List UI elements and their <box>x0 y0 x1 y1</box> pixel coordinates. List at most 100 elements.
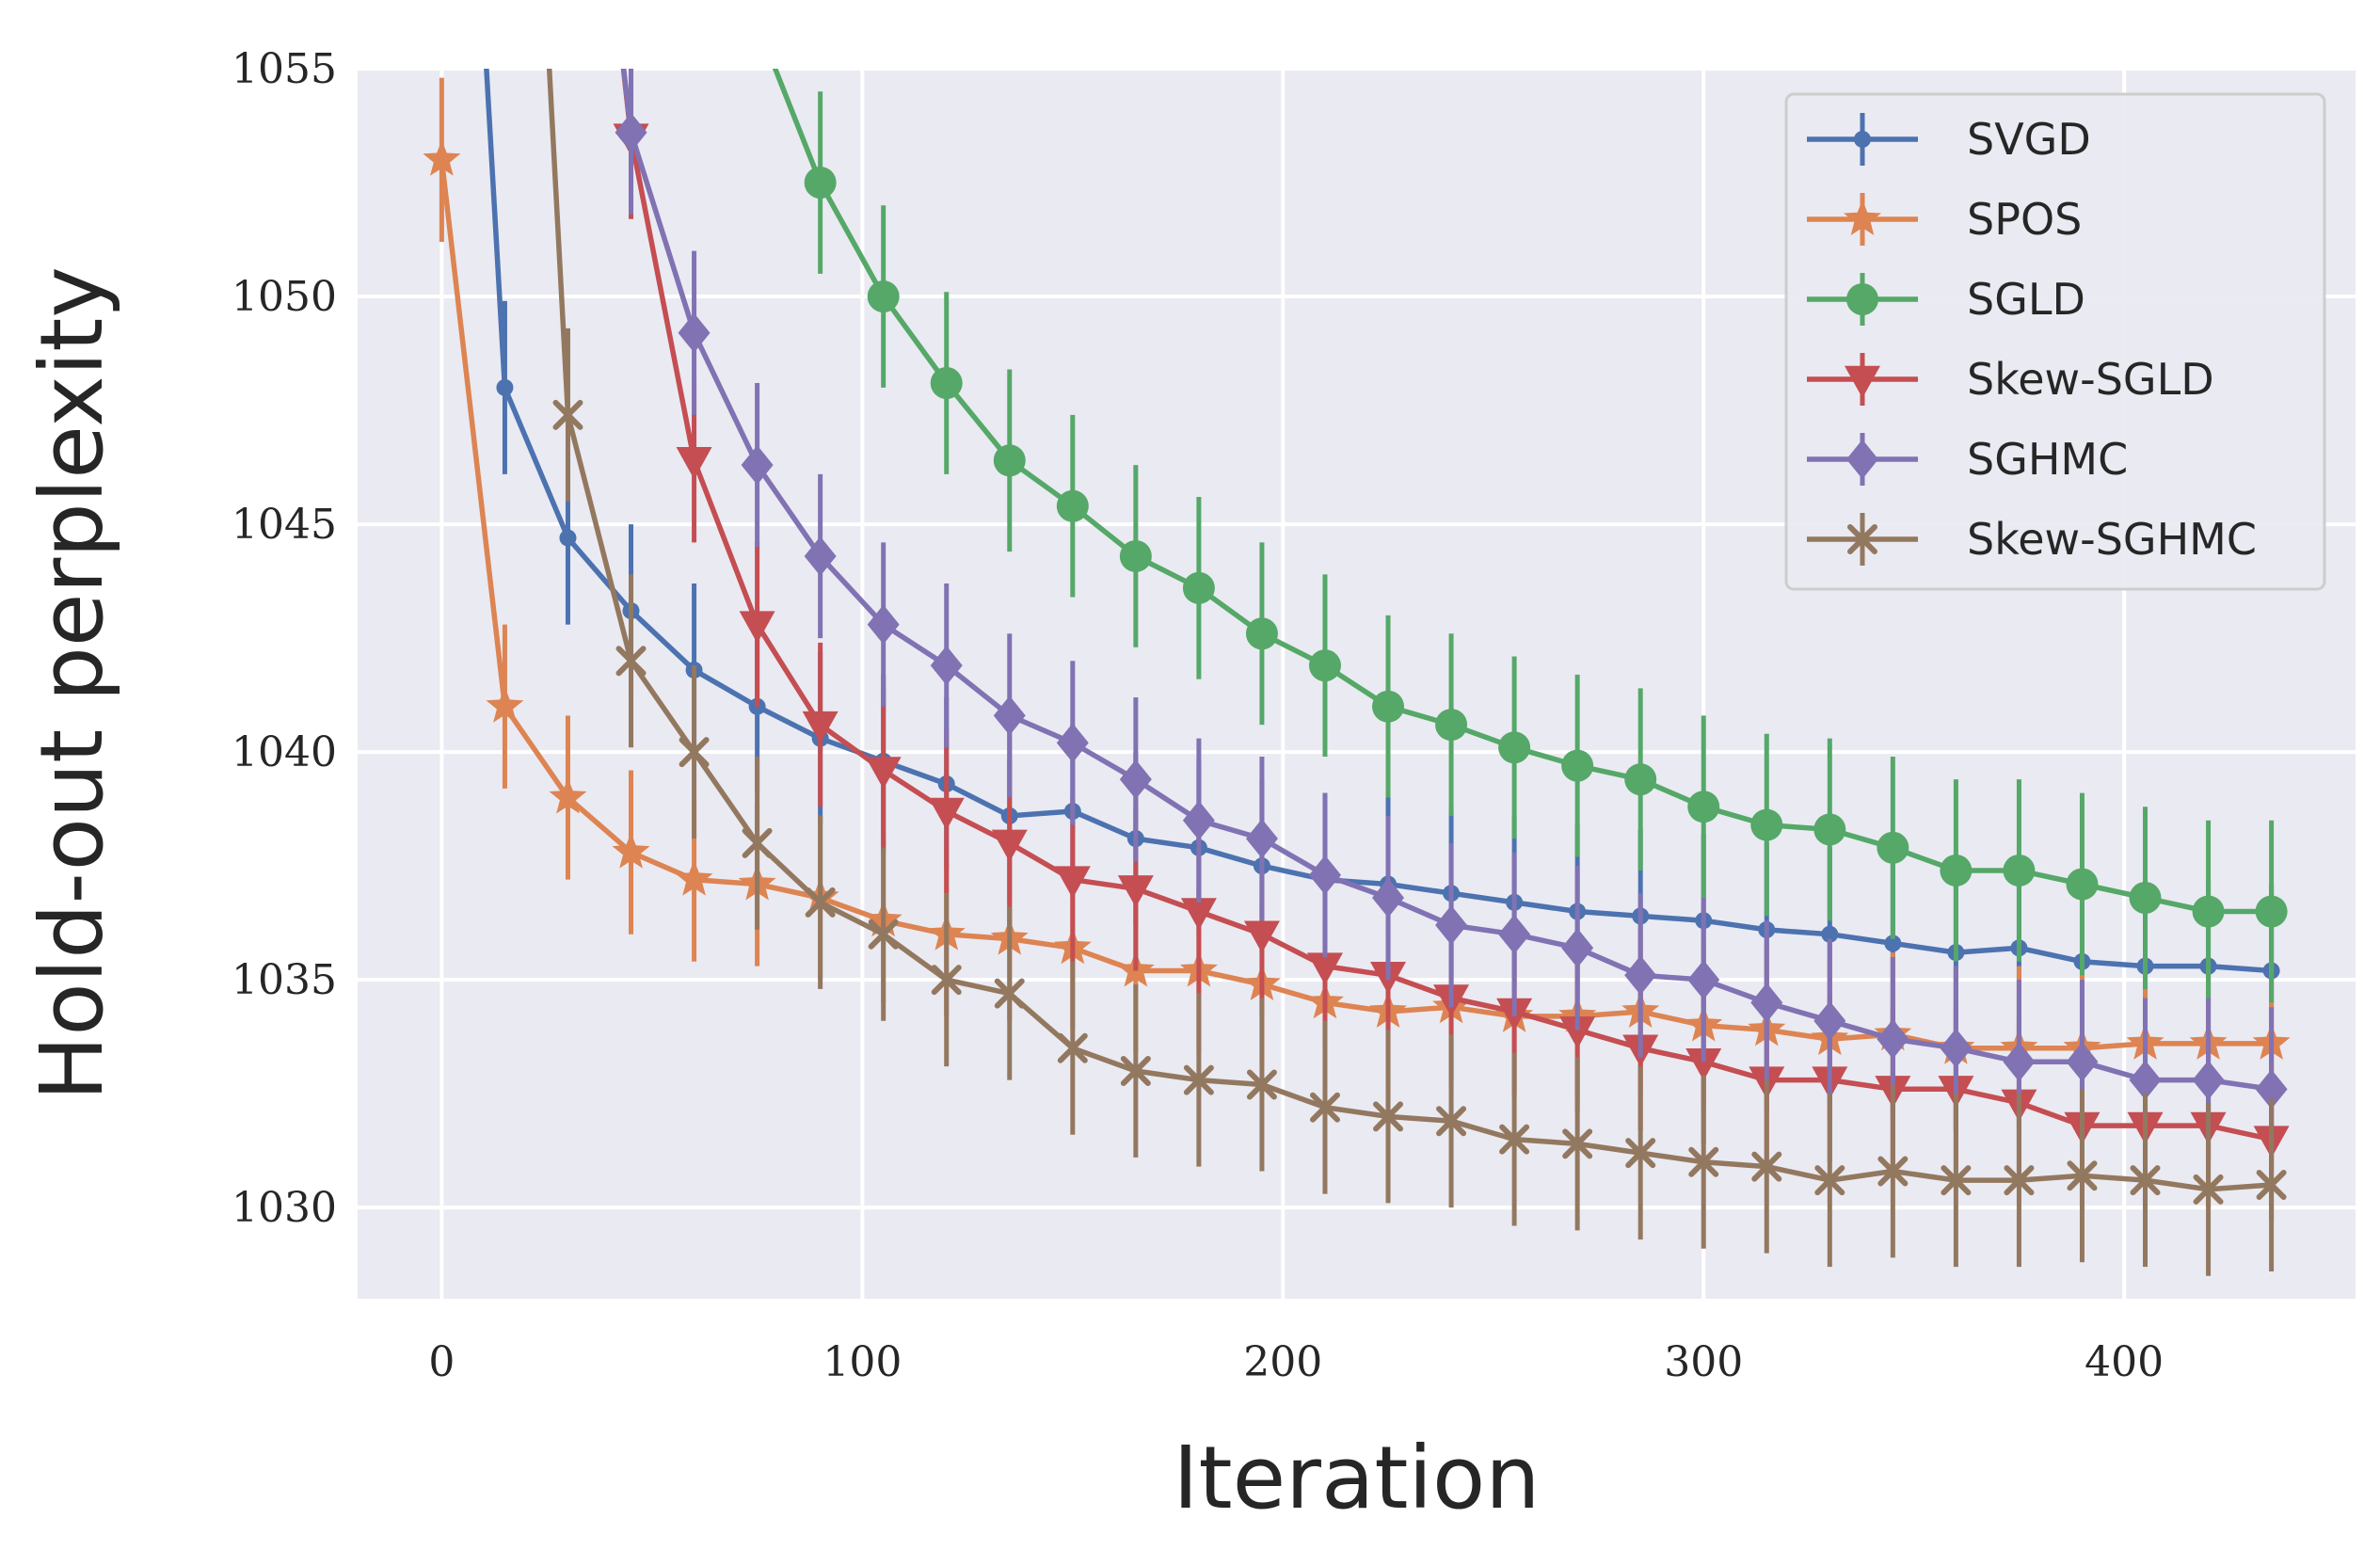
point-skew-sghmc <box>1057 1032 1088 1063</box>
point-skew-sghmc <box>615 646 647 677</box>
point-sghmc <box>1940 1028 1973 1068</box>
legend-marker-spos <box>1844 200 1881 235</box>
point-sghmc <box>804 535 837 576</box>
legend-label-svgd: SVGD <box>1967 114 2091 165</box>
point-sghmc <box>1813 1000 1846 1041</box>
point-sgld <box>2255 895 2288 928</box>
legend: SVGD SPOS SGLD Skew-SGLD SGHMC Skew-SGHMC <box>1784 92 2326 591</box>
legend-label-sgld: SGLD <box>1967 274 2085 325</box>
legend-marker-sgld <box>1846 283 1878 315</box>
point-svgd <box>496 378 514 396</box>
legend-item-spos: SPOS <box>1807 193 2082 246</box>
y-tick-label: 1055 <box>232 45 337 93</box>
point-skew-sghmc <box>1751 1151 1782 1182</box>
y-tick-label: 1035 <box>232 956 337 1004</box>
y-tick-label: 1045 <box>232 501 337 549</box>
tick-labels: 0 100 200 300 400 1030 1035 1040 1045 1050 1055 <box>232 45 2164 1386</box>
point-skew-sgld <box>1117 875 1154 908</box>
point-skew-sghmc <box>1877 1156 1909 1187</box>
point-sgld <box>993 444 1026 477</box>
legend-label-skew-sgld: Skew-SGLD <box>1967 354 2214 405</box>
point-sghmc <box>1435 905 1468 946</box>
point-sgld <box>1624 763 1657 796</box>
point-sghmc <box>1561 928 1594 968</box>
point-sgld <box>1687 791 1720 823</box>
point-sghmc <box>1245 819 1278 859</box>
point-skew-sgld <box>676 447 712 480</box>
point-skew-sgld <box>1685 1048 1722 1081</box>
y-tick-label: 1030 <box>232 1184 337 1232</box>
legend-item-sgld: SGLD <box>1807 273 2085 326</box>
point-skew-sghmc <box>2130 1165 2161 1196</box>
point-svgd <box>1821 925 1839 943</box>
point-sgld <box>867 280 900 313</box>
point-sghmc <box>615 112 647 152</box>
point-spos <box>549 777 587 814</box>
legend-item-svgd: SVGD <box>1807 113 2091 166</box>
point-sghmc <box>1308 855 1341 895</box>
point-skew-sghmc <box>1183 1064 1214 1095</box>
x-tick-label: 300 <box>1664 1338 1743 1386</box>
point-sghmc <box>2129 1060 2162 1100</box>
point-spos <box>486 686 524 723</box>
point-sgld <box>804 167 837 200</box>
point-skew-sghmc <box>679 737 710 768</box>
point-sgld <box>2003 854 2036 887</box>
legend-label-spos: SPOS <box>1967 194 2082 245</box>
point-sghmc <box>1372 878 1405 919</box>
point-skew-sghmc <box>1941 1165 1972 1196</box>
legend-box <box>1784 92 2326 591</box>
point-sghmc <box>741 445 774 486</box>
series-sgld <box>772 69 2288 1003</box>
point-skew-sgld <box>1306 952 1343 985</box>
point-sgld <box>1182 571 1215 604</box>
legend-marker-svgd <box>1854 131 1871 148</box>
legend-marker-skew-sgld <box>1845 365 1880 398</box>
point-sghmc <box>2192 1060 2225 1100</box>
point-spos <box>612 832 650 869</box>
point-sgld <box>2066 868 2099 901</box>
point-skew-sghmc <box>1814 1165 1845 1196</box>
point-skew-sgld <box>1243 920 1280 953</box>
point-spos <box>675 859 713 896</box>
point-skew-sgld <box>1180 898 1217 931</box>
point-skew-sghmc <box>2004 1165 2035 1196</box>
point-sgld <box>1498 731 1531 764</box>
point-sghmc <box>2003 1042 2036 1082</box>
point-skew-sghmc <box>868 919 899 950</box>
point-skew-sghmc <box>994 978 1025 1009</box>
point-skew-sghmc <box>931 965 962 996</box>
point-sgld <box>1245 617 1278 650</box>
point-sghmc <box>1119 759 1152 800</box>
line-skew-sgld <box>620 69 2273 1143</box>
legend-marker-skew-sghmc <box>1847 524 1877 554</box>
point-sgld <box>1561 749 1594 782</box>
point-skew-sghmc <box>552 399 583 430</box>
point-sgld <box>1750 808 1783 841</box>
point-sghmc <box>1750 983 1783 1023</box>
point-skew-sghmc <box>1373 1101 1404 1132</box>
point-skew-sgld <box>991 829 1028 862</box>
point-sgld <box>1372 690 1405 723</box>
point-skew-sgld <box>1054 866 1091 899</box>
y-tick-label: 1050 <box>232 273 337 321</box>
point-skew-sghmc <box>2067 1160 2098 1191</box>
y-axis-title: Hold-out perplexity <box>22 266 122 1101</box>
point-skew-sghmc <box>1309 1092 1340 1123</box>
point-skew-sghmc <box>1625 1138 1656 1169</box>
point-skew-sghmc <box>742 827 773 858</box>
point-sghmc <box>678 312 711 353</box>
point-sgld <box>1813 813 1846 846</box>
point-spos <box>423 139 461 176</box>
point-sgld <box>930 367 963 400</box>
x-tick-label: 100 <box>823 1338 902 1386</box>
point-sghmc <box>1498 914 1531 954</box>
point-sghmc <box>2255 1069 2288 1110</box>
point-skew-sghmc <box>2193 1174 2224 1205</box>
point-svgd <box>559 529 577 547</box>
point-skew-sghmc <box>1688 1146 1719 1177</box>
point-svgd <box>1884 935 1902 952</box>
point-skew-sghmc <box>805 887 836 918</box>
point-sghmc <box>1182 800 1215 840</box>
